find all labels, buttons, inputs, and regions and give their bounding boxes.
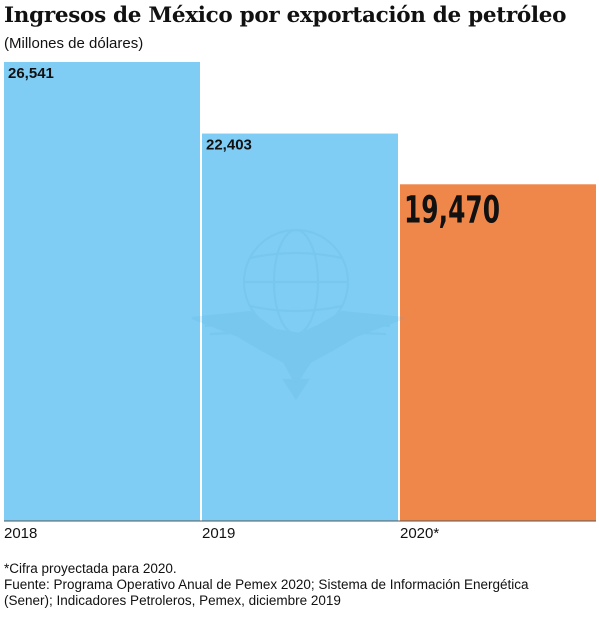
footnotes: *Cifra proyectada para 2020. Fuente: Pro… <box>4 561 596 609</box>
eagle-emblem-icon <box>191 228 405 400</box>
asterisk-note: *Cifra proyectada para 2020. <box>4 561 177 576</box>
value-label: 22,403 <box>206 137 252 154</box>
chart-title: Ingresos de México por exportación de pe… <box>4 3 567 28</box>
x-tick-labels-layer: 2018 2019 2020* <box>4 525 439 542</box>
bar-2019 <box>202 133 398 521</box>
chart-subtitle: (Millones de dólares) <box>4 35 144 52</box>
source-line-2: (Sener); Indicadores Petroleros, Pemex, … <box>4 593 341 608</box>
value-label: 19,470 <box>404 188 500 231</box>
bar-chart: 26,541 22,403 19,470 2018 2019 2020* <box>4 62 596 542</box>
x-tick-label: 2018 <box>4 525 37 542</box>
x-tick-label: 2019 <box>202 525 235 542</box>
value-labels-layer: 26,541 22,403 19,470 <box>8 65 500 231</box>
bars-layer <box>4 62 596 521</box>
bar-2020 <box>400 184 596 521</box>
source-line-1: Fuente: Programa Operativo Anual de Peme… <box>4 577 529 592</box>
x-tick-label: 2020* <box>400 525 439 542</box>
bar-2018 <box>4 62 200 521</box>
value-label: 26,541 <box>8 65 54 82</box>
